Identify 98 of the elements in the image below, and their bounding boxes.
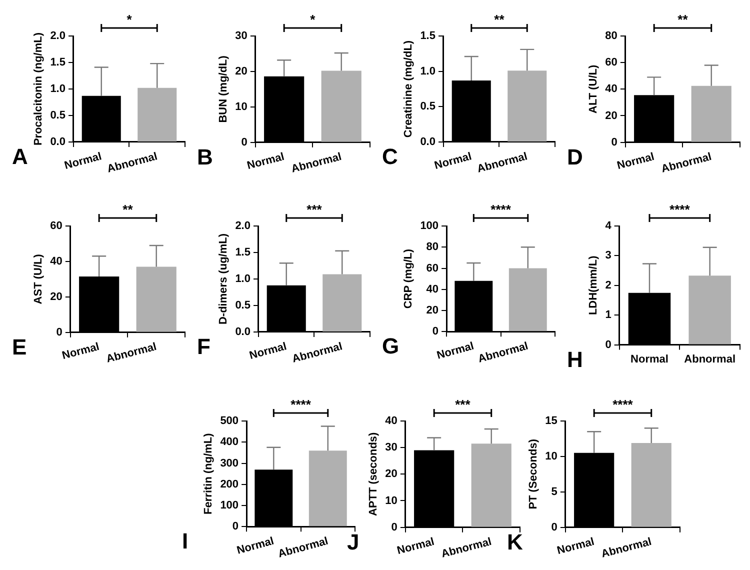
x-tick-label: Normal [630,353,668,366]
text: ** [678,12,689,28]
y-tick-label: 20 [385,468,398,480]
y-tick-label: 80 [605,30,618,42]
y-tick-label: 60 [605,56,618,69]
y-tick-label: 30 [385,442,398,454]
text: *** [306,202,323,218]
y-tick-label: 0.5 [420,100,436,113]
y-axis-title: ALT (U/L) [588,64,600,114]
x-tick-label: Normal [236,535,276,557]
x-tick-label: Normal [556,536,596,558]
text: K [507,529,523,554]
text: J [347,529,360,554]
text: * [126,12,133,28]
y-tick-label: 0.5 [50,110,66,122]
y-tick-label: 60 [50,220,62,232]
y-tick-label: 100 [220,500,239,512]
y-tick-label: 200 [220,478,239,490]
x-tick-label: Normal [616,150,656,172]
y-tick-label: 300 [220,457,239,470]
text: **** [670,202,691,218]
y-tick-label: 3 [605,250,612,262]
y-tick-label: 0.0 [50,136,66,148]
text: G [382,334,400,359]
y-tick-label: 0 [611,136,618,148]
y-axis-title: APTT (seconds) [368,432,380,516]
x-tick-label: Normal [60,340,101,362]
y-axis-title: Ferritin (ng/mL) [202,432,215,514]
text: **** [490,202,512,218]
y-tick-label: 1.0 [50,83,66,96]
y-tick-label: 0 [605,338,612,351]
y-tick-label: 0 [391,521,398,534]
y-tick-label: 40 [385,415,398,428]
y-tick-label: 10 [545,450,558,462]
y-axis-title: PT (Seconds) [528,438,540,510]
y-tick-label: 20 [605,110,618,122]
text: ** [122,202,134,218]
x-tick-label: Normal [63,150,103,172]
y-axis-title: Procalcitonin (ng/mL) [32,32,45,146]
y-axis-title: D-dimers (ug/mL) [218,233,230,325]
text: I [182,528,188,554]
text: **** [612,397,634,412]
text: * [310,12,316,28]
y-tick-label: 30 [235,30,248,42]
y-tick-label: 1.0 [235,273,250,286]
y-tick-label: 4 [605,220,612,232]
y-tick-label: 40 [605,83,618,96]
text: **** [290,397,312,412]
text: ** [494,12,506,28]
text: E [12,334,27,360]
text: F [197,334,210,359]
text: H [567,346,583,372]
y-tick-label: 1.5 [420,30,436,42]
y-axis-title: Creatinine (mg/dL) [402,40,415,138]
x-tick-label: Normal [248,340,288,362]
y-tick-label: 0 [56,326,62,338]
y-tick-label: 0 [551,521,558,534]
text: C [382,144,398,169]
y-tick-label: 0 [432,326,439,338]
y-tick-label: 5 [551,486,558,498]
text: B [197,144,213,170]
y-axis-title: LDH(mm/L) [588,255,600,316]
y-tick-label: 0 [241,136,248,148]
y-tick-label: 0.5 [235,300,250,312]
y-tick-label: 1.5 [235,246,250,259]
y-tick-label: 0.0 [420,136,436,148]
y-tick-label: 2.0 [50,30,66,42]
y-tick-label: 60 [426,262,439,274]
y-axis-title: AST (U/L) [32,254,45,304]
y-tick-label: 20 [50,290,62,303]
y-axis-title: BUN (mg/dL) [218,55,230,123]
y-tick-label: 1 [605,309,612,322]
y-tick-label: 1.5 [50,56,66,69]
x-tick-label: Abnormal [684,353,736,366]
y-tick-label: 2 [605,279,612,292]
text: A [12,144,28,169]
x-tick-label: Normal [436,340,476,362]
y-tick-label: 20 [426,304,439,317]
y-tick-label: 10 [385,494,398,507]
y-tick-label: 15 [545,415,558,428]
y-tick-label: 500 [220,415,239,428]
y-tick-label: 10 [235,100,248,113]
text: *** [455,397,472,412]
y-tick-label: 80 [426,241,439,254]
y-tick-label: 1.0 [420,65,436,78]
y-tick-label: 40 [426,283,439,296]
y-axis-title: CRP (mg/L) [402,248,415,309]
y-tick-label: 0.0 [235,326,250,338]
y-tick-label: 400 [220,436,239,448]
y-tick-label: 100 [420,220,439,232]
x-tick-label: Normal [396,536,436,558]
y-tick-label: 2.0 [235,220,250,232]
x-tick-label: Normal [246,150,286,172]
text: D [567,144,583,170]
x-tick-label: Normal [433,150,473,172]
y-tick-label: 40 [50,255,62,268]
y-tick-label: 0 [232,520,239,533]
y-tick-label: 20 [235,65,248,78]
